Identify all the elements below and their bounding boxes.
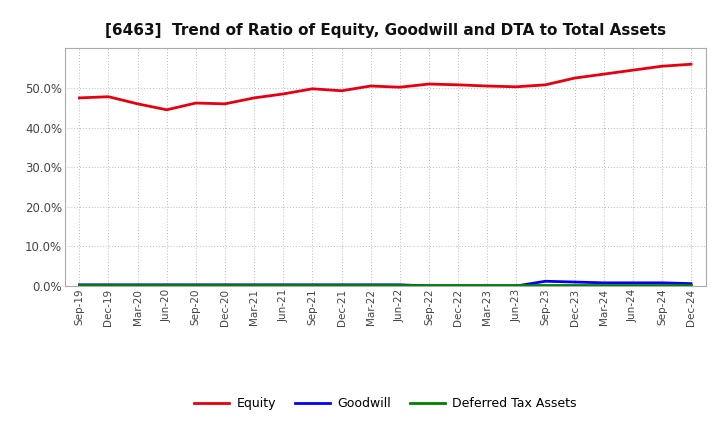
Deferred Tax Assets [220,283,229,288]
Equity [250,95,258,100]
Legend: Equity, Goodwill, Deferred Tax Assets: Equity, Goodwill, Deferred Tax Assets [189,392,582,415]
Goodwill [454,283,462,289]
Deferred Tax Assets [192,283,200,288]
Goodwill [133,282,142,287]
Deferred Tax Assets [75,283,84,288]
Goodwill [425,283,433,289]
Equity [133,101,142,106]
Equity [454,82,462,88]
Deferred Tax Assets [687,283,696,288]
Equity [541,82,550,88]
Equity [75,95,84,100]
Equity [279,91,287,96]
Equity [308,86,317,92]
Deferred Tax Assets [250,283,258,288]
Equity [192,100,200,106]
Deferred Tax Assets [657,283,666,288]
Deferred Tax Assets [133,283,142,288]
Deferred Tax Assets [512,283,521,288]
Deferred Tax Assets [570,283,579,288]
Equity [395,84,404,90]
Line: Goodwill: Goodwill [79,281,691,286]
Equity [366,83,375,88]
Line: Equity: Equity [79,64,691,110]
Equity [163,107,171,112]
Equity [220,101,229,106]
Goodwill [483,283,492,289]
Goodwill [570,279,579,285]
Deferred Tax Assets [337,283,346,288]
Goodwill [250,282,258,287]
Equity [512,84,521,89]
Deferred Tax Assets [599,283,608,288]
Deferred Tax Assets [366,283,375,288]
Deferred Tax Assets [483,283,492,288]
Deferred Tax Assets [104,283,113,288]
Equity [599,71,608,77]
Deferred Tax Assets [629,283,637,288]
Goodwill [541,279,550,284]
Title: [6463]  Trend of Ratio of Equity, Goodwill and DTA to Total Assets: [6463] Trend of Ratio of Equity, Goodwil… [104,22,666,37]
Equity [687,62,696,67]
Equity [629,67,637,73]
Goodwill [512,283,521,289]
Goodwill [75,282,84,287]
Deferred Tax Assets [279,283,287,288]
Deferred Tax Assets [395,283,404,288]
Equity [570,75,579,81]
Deferred Tax Assets [163,283,171,288]
Equity [337,88,346,93]
Goodwill [308,282,317,287]
Goodwill [629,280,637,286]
Deferred Tax Assets [308,283,317,288]
Deferred Tax Assets [425,283,433,288]
Equity [657,63,666,69]
Goodwill [687,281,696,286]
Goodwill [192,282,200,287]
Deferred Tax Assets [541,283,550,288]
Deferred Tax Assets [454,283,462,288]
Goodwill [395,282,404,287]
Equity [483,83,492,88]
Goodwill [366,282,375,287]
Goodwill [599,280,608,286]
Goodwill [163,282,171,287]
Goodwill [337,282,346,287]
Equity [104,94,113,99]
Goodwill [220,282,229,287]
Goodwill [104,282,113,287]
Equity [425,81,433,87]
Goodwill [657,280,666,286]
Goodwill [279,282,287,287]
